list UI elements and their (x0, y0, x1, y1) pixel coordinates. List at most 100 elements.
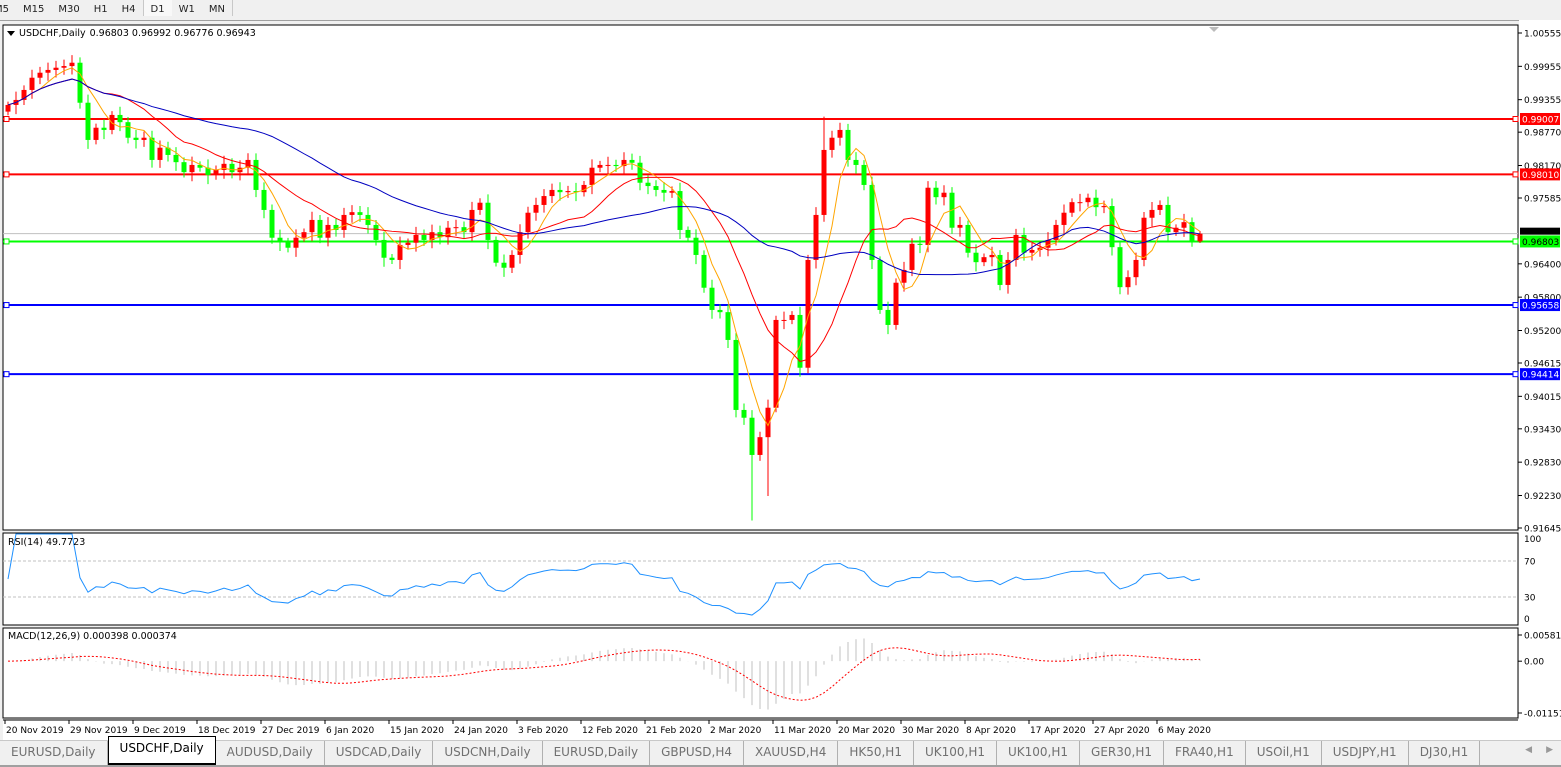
timeframe-h1[interactable]: H1 (93, 4, 108, 15)
tab-eurusd-daily[interactable]: EURUSD,Daily (0, 741, 108, 765)
candle-bearish (573, 191, 579, 193)
candle-bullish (533, 204, 539, 213)
timeframe-h4[interactable]: H4 (121, 4, 136, 15)
hline-price-tag (1520, 299, 1560, 312)
hline-price-tag (1520, 113, 1560, 125)
candle-bullish (413, 234, 419, 243)
scroll-left-icon[interactable]: ◀ (1525, 745, 1533, 755)
timeframe-m30[interactable]: M30 (58, 4, 80, 15)
candle-bullish (1157, 204, 1163, 210)
candle-bullish (989, 254, 995, 258)
tab-usoil-h1[interactable]: USOil,H1 (1246, 741, 1322, 765)
timeframe-w1[interactable]: W1 (178, 4, 195, 15)
candle-bullish (309, 219, 315, 233)
tab-gbpusd-h4[interactable]: GBPUSD,H4 (650, 741, 744, 765)
candle-bullish (509, 254, 515, 268)
hline-price-label: 0.95658 (1522, 302, 1559, 312)
price-tick-label: 0.93430 (1524, 425, 1561, 435)
ohlc-label: 0.96803 0.96992 0.96776 0.96943 (89, 28, 256, 39)
price-chart[interactable]: 1.00555 0.99955 0.99355 0.98770 0.98170 0.975… (0, 20, 1561, 740)
candle-bearish (701, 254, 707, 288)
hline-price-label: 0.99007 (1522, 116, 1559, 126)
candle-bearish (629, 159, 635, 163)
candle-bearish (613, 164, 619, 167)
tab-uk100-h1[interactable]: UK100,H1 (914, 741, 997, 765)
time-label: 6 May 2020 (1158, 726, 1211, 736)
candle-bullish (53, 67, 59, 70)
candle-bearish (877, 259, 883, 310)
candle-bearish (85, 102, 91, 140)
chart-tabs: EURUSD,Daily USDCHF,Daily AUDUSD,Daily USDC… (0, 736, 1561, 767)
candle-bearish (717, 309, 723, 313)
tab-dj30-h1[interactable]: DJ30,H1 (1409, 741, 1481, 765)
candle-bullish (477, 202, 483, 210)
candle-bullish (1013, 234, 1019, 260)
hline-handle-left (3, 171, 10, 178)
tab-ger30-h1[interactable]: GER30,H1 (1080, 741, 1164, 765)
candle-bullish (429, 232, 435, 240)
candle-bearish (845, 129, 851, 160)
price-tick-label: 0.98770 (1524, 129, 1561, 139)
hline-handle-right (1512, 116, 1519, 122)
scroll-right-icon[interactable]: ▶ (1546, 745, 1553, 755)
candle-bullish (293, 237, 299, 248)
time-label: 15 Jan 2020 (390, 726, 444, 736)
tab-uk100-h1[interactable]: UK100,H1 (997, 741, 1081, 765)
tab-usdcad-daily[interactable]: USDCAD,Daily (325, 741, 434, 765)
time-label: 27 Dec 2019 (262, 726, 320, 736)
candle-bearish (101, 127, 107, 130)
tab-hk50-h1[interactable]: HK50,H1 (838, 741, 914, 765)
bid-price-tag (1520, 227, 1560, 235)
candle-bullish (301, 232, 307, 238)
candle-bearish (693, 237, 699, 255)
timeframe-m5[interactable]: M5 (0, 4, 9, 15)
macd-tick-label: -0.011514 (1524, 710, 1561, 720)
candle-bullish (541, 196, 547, 205)
hline-handle-left (3, 238, 10, 245)
tab-eurusd-daily[interactable]: EURUSD,Daily (543, 741, 651, 765)
candle-bullish (669, 191, 675, 193)
candle-bullish (1077, 202, 1083, 204)
timeframe-mn[interactable]: MN (202, 0, 233, 16)
collapse-triangle-icon[interactable] (7, 31, 15, 36)
candle-bearish (749, 417, 755, 455)
candle-bearish (485, 202, 491, 240)
time-label: 20 Nov 2019 (6, 726, 64, 736)
candle-bullish (69, 62, 75, 67)
tab-usdchf-daily[interactable]: USDCHF,Daily (107, 736, 216, 765)
candle-bullish (189, 164, 195, 173)
candle-bearish (1189, 222, 1195, 242)
hline-handle-right (1512, 371, 1519, 378)
time-label: 29 Nov 2019 (70, 726, 128, 736)
time-label: 8 Apr 2020 (966, 726, 1016, 736)
hline-handle-right (1512, 302, 1519, 309)
tab-xauusd-h4[interactable]: XAUUSD,H4 (744, 741, 839, 765)
tab-audusd-daily[interactable]: AUDUSD,Daily (216, 741, 325, 765)
hline-handle-left (3, 302, 10, 309)
candle-bearish (493, 239, 499, 263)
hline-price-tag (1520, 235, 1560, 248)
tab-scroll: ◀ ▶ (1525, 745, 1553, 755)
candle-bullish (61, 66, 67, 68)
tab-fra40-h1[interactable]: FRA40,H1 (1164, 741, 1246, 765)
candle-bearish (1021, 234, 1027, 253)
ma-mid-line (7, 78, 1201, 363)
candle-bearish (261, 189, 267, 210)
price-tick-label: 0.94015 (1524, 393, 1561, 403)
chart-title: USDCHF,Daily 0.96803 0.96992 0.96776 0.9… (7, 28, 256, 39)
tab-usdjpy-h1[interactable]: USDJPY,H1 (1322, 741, 1409, 765)
candle-bearish (965, 224, 971, 253)
candle-bearish (637, 162, 643, 183)
time-label: 6 Jan 2020 (326, 726, 374, 736)
candle-bearish (917, 243, 923, 245)
time-label: 9 Dec 2019 (134, 726, 186, 736)
timeframe-d1[interactable]: D1 (142, 0, 172, 16)
candle-bullish (1125, 277, 1131, 288)
candle-bullish (781, 319, 787, 321)
hline-price-tag (1520, 168, 1560, 181)
timeframe-m15[interactable]: M15 (23, 4, 45, 15)
candle-bullish (981, 257, 987, 263)
candle-bullish (1101, 206, 1107, 208)
rsi-tick-label: 100 (1524, 535, 1541, 545)
tab-usdcnh-daily[interactable]: USDCNH,Daily (433, 741, 543, 765)
